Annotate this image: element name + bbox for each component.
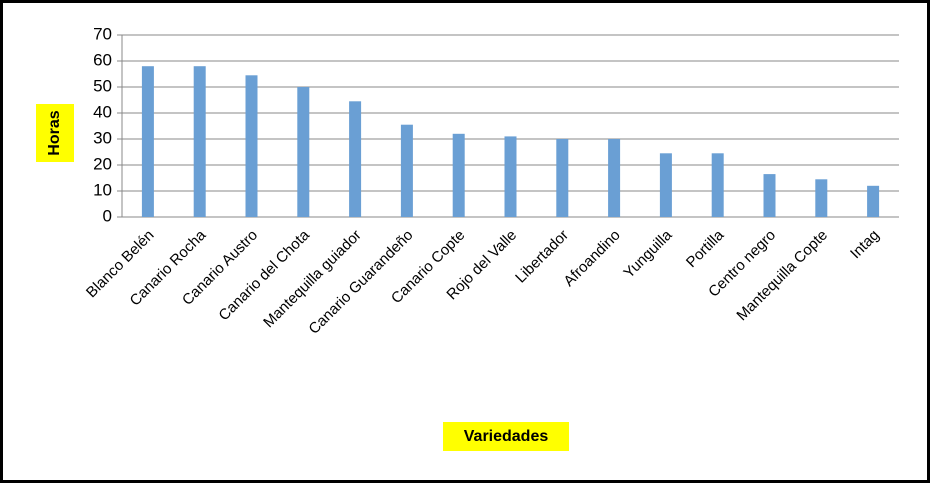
y-tick-label: 50 <box>93 76 112 95</box>
y-label-box <box>36 104 74 162</box>
bar <box>556 139 569 217</box>
bar <box>608 139 621 217</box>
y-tick-label: 0 <box>103 206 112 225</box>
x-label-box <box>443 422 569 451</box>
bar <box>141 66 154 217</box>
y-tick-label: 70 <box>93 24 112 43</box>
y-tick-label: 30 <box>93 128 112 147</box>
bar <box>193 66 206 217</box>
y-tick-label: 40 <box>93 102 112 121</box>
bar <box>659 153 672 217</box>
bar <box>763 174 776 217</box>
y-tick-label: 60 <box>93 50 112 69</box>
bar <box>867 185 880 217</box>
bar <box>349 101 362 217</box>
bar <box>711 153 724 217</box>
bar <box>245 75 258 217</box>
bar <box>504 136 517 217</box>
bar <box>815 179 828 217</box>
bar <box>400 124 413 217</box>
y-tick-label: 10 <box>93 180 112 199</box>
bar <box>452 133 465 217</box>
x-axis-label: Variedades <box>464 428 549 445</box>
y-tick-label: 20 <box>93 154 112 173</box>
bar <box>297 87 310 217</box>
y-axis-label: Horas <box>46 110 63 155</box>
